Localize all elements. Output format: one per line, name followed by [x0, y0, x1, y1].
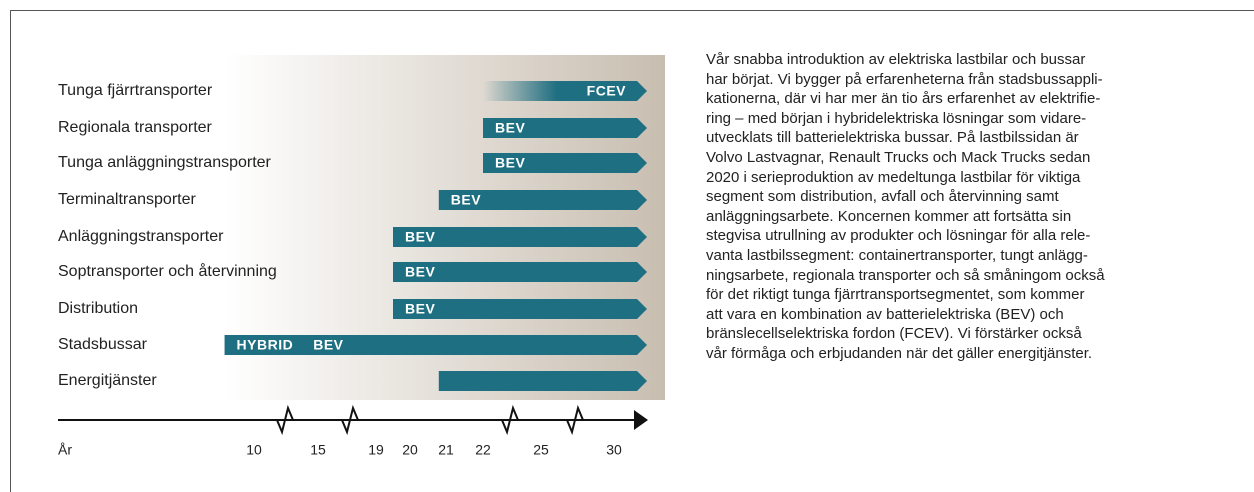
paragraph-line: stegvisa utrullning av produkter och lös…	[706, 227, 1091, 245]
bar-tag: BEV	[405, 264, 435, 280]
paragraph-line: utvecklats till batterielektriska bussar…	[706, 129, 1079, 147]
bar	[224, 335, 647, 355]
axis-break	[566, 404, 584, 436]
paragraph-line: Volvo Lastvagnar, Renault Trucks och Mac…	[706, 148, 1091, 166]
row-label: Anläggningstransporter	[58, 228, 224, 245]
bar	[483, 118, 647, 138]
bar-tag: BEV	[405, 301, 435, 317]
frame	[10, 10, 1254, 492]
tick-label: 25	[533, 442, 549, 458]
axis-label: År	[58, 442, 72, 458]
tick-label: 10	[246, 442, 262, 458]
tick-label: 19	[368, 442, 384, 458]
bar-tag: BEV	[495, 155, 525, 171]
row-label: Distribution	[58, 300, 138, 317]
tick-label: 22	[475, 442, 491, 458]
row-label: Energitjänster	[58, 372, 157, 389]
row-label: Stadsbussar	[58, 336, 148, 353]
row-label: Tunga fjärrtransporter	[58, 82, 213, 99]
bar-tag: BEV	[405, 229, 435, 245]
paragraph-line: vår förmåga och erbjudanden när det gäll…	[706, 344, 1093, 362]
tick-label: 21	[438, 442, 454, 458]
bar-tag: HYBRID	[237, 337, 294, 353]
row-label: Soptransporter och återvinning	[58, 262, 277, 280]
bar	[393, 262, 647, 282]
bar-tag: BEV	[451, 192, 481, 208]
row-label: Terminaltransporter	[58, 191, 197, 208]
paragraph-line: för det riktigt tunga fjärrtransportsegm…	[706, 286, 1085, 304]
axis-break	[501, 404, 519, 436]
bar-tag: BEV	[495, 120, 525, 136]
paragraph-line: segment som distribution, avfall och åte…	[706, 188, 1059, 206]
tick-label: 20	[402, 442, 418, 458]
axis-break	[276, 404, 294, 436]
axis-break	[341, 404, 359, 436]
row-label: Regionala transporter	[58, 119, 213, 136]
paragraph-line: vanta lastbilssegment: containertranspor…	[706, 246, 1088, 264]
bar	[393, 227, 647, 247]
bar	[483, 81, 647, 101]
paragraph-line: 2020 i serieproduktion av medeltunga las…	[706, 168, 1081, 186]
axis-arrow	[634, 410, 648, 430]
paragraph-line: ningsarbete, regionala transporter och s…	[706, 266, 1105, 284]
bar-tag: FCEV	[587, 83, 627, 99]
paragraph-line: kationerna, där vi har mer än tio års er…	[706, 90, 1101, 108]
paragraph-line: har börjat. Vi bygger på erfarenheterna …	[706, 70, 1103, 88]
paragraph-line: Vår snabba introduktion av elektriska la…	[706, 51, 1086, 68]
tick-label: 30	[606, 442, 622, 458]
paragraph-line: bränslecellselektriska fordon (FCEV). Vi…	[706, 325, 1082, 343]
bar	[393, 299, 647, 319]
bar	[438, 371, 647, 391]
bar	[438, 190, 647, 210]
timeline: År 10 15 19 20 21 22 25 30 Tunga fjärrtransporte…	[58, 55, 665, 458]
paragraph: Vår snabba introduktion av elektriska la…	[706, 50, 1105, 364]
bar	[483, 153, 647, 173]
tick-label: 15	[310, 442, 326, 458]
row-label: Tunga anläggningstransporter	[58, 154, 272, 171]
bar-tag: BEV	[313, 337, 343, 353]
paragraph-line: anläggningsarbete. Koncernen kommer att …	[706, 207, 1072, 225]
paragraph-line: att vara en kombination av batterielektr…	[706, 305, 1064, 323]
paragraph-line: ring – med början i hybridelektriska lös…	[706, 109, 1087, 127]
